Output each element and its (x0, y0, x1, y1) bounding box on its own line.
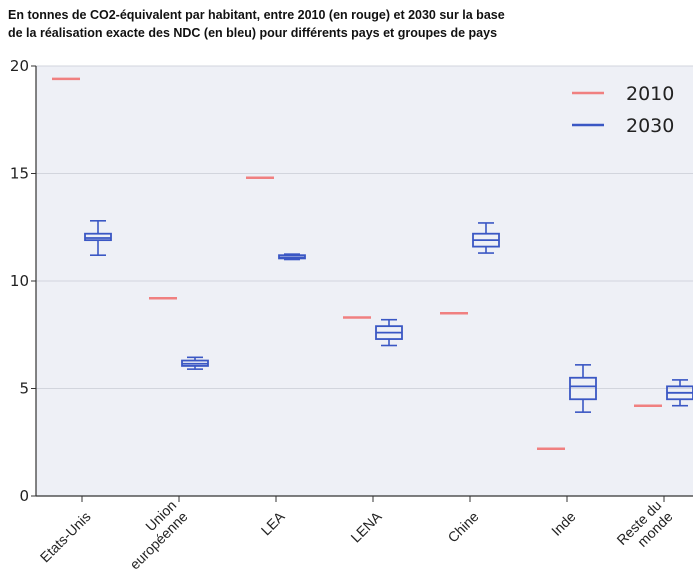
x-tick-label-line: Inde (548, 508, 579, 539)
boxplot-2030 (569, 364, 597, 413)
x-tick-label: Unioneuropéenne (115, 497, 191, 573)
x-tick-label-line: Chine (444, 508, 481, 545)
x-tick-label-line: Etats-Unis (37, 508, 94, 565)
x-tick-label-line: LEA (258, 508, 288, 538)
x-tick-label: LENA (347, 508, 385, 546)
boxplot-2030 (278, 253, 306, 261)
boxplot-2030 (84, 220, 112, 256)
x-tick-label: LEA (258, 508, 288, 538)
y-tick-label: 10 (10, 272, 29, 290)
box-iqr (569, 376, 597, 401)
y-tick-label: 15 (10, 165, 29, 183)
y-tick-label: 20 (10, 57, 29, 75)
legend-label: 2010 (626, 83, 674, 105)
box-iqr (84, 232, 112, 242)
chart-title: En tonnes de CO2-équivalent par habitant… (8, 6, 688, 42)
legend: 2010 2030 (572, 83, 674, 137)
boxplot-2030 (375, 318, 403, 347)
x-tick-label: Etats-Unis (37, 508, 94, 565)
y-tick-label: 0 (19, 487, 29, 505)
y-tick-label: 5 (19, 380, 29, 398)
x-tick-label: Chine (444, 508, 481, 545)
x-tick-label: Inde (548, 508, 579, 539)
x-tick-label: Reste dumonde (613, 497, 675, 559)
boxplot-2030 (181, 356, 209, 370)
chart-title-line2: de la réalisation exacte des NDC (en ble… (8, 26, 498, 40)
x-tick-label-line: LENA (347, 508, 385, 546)
boxplot-2030 (472, 222, 500, 254)
boxplot-2030 (666, 379, 693, 407)
legend-label: 2030 (626, 115, 674, 137)
chart-title-line1: En tonnes de CO2-équivalent par habitant… (8, 8, 505, 22)
